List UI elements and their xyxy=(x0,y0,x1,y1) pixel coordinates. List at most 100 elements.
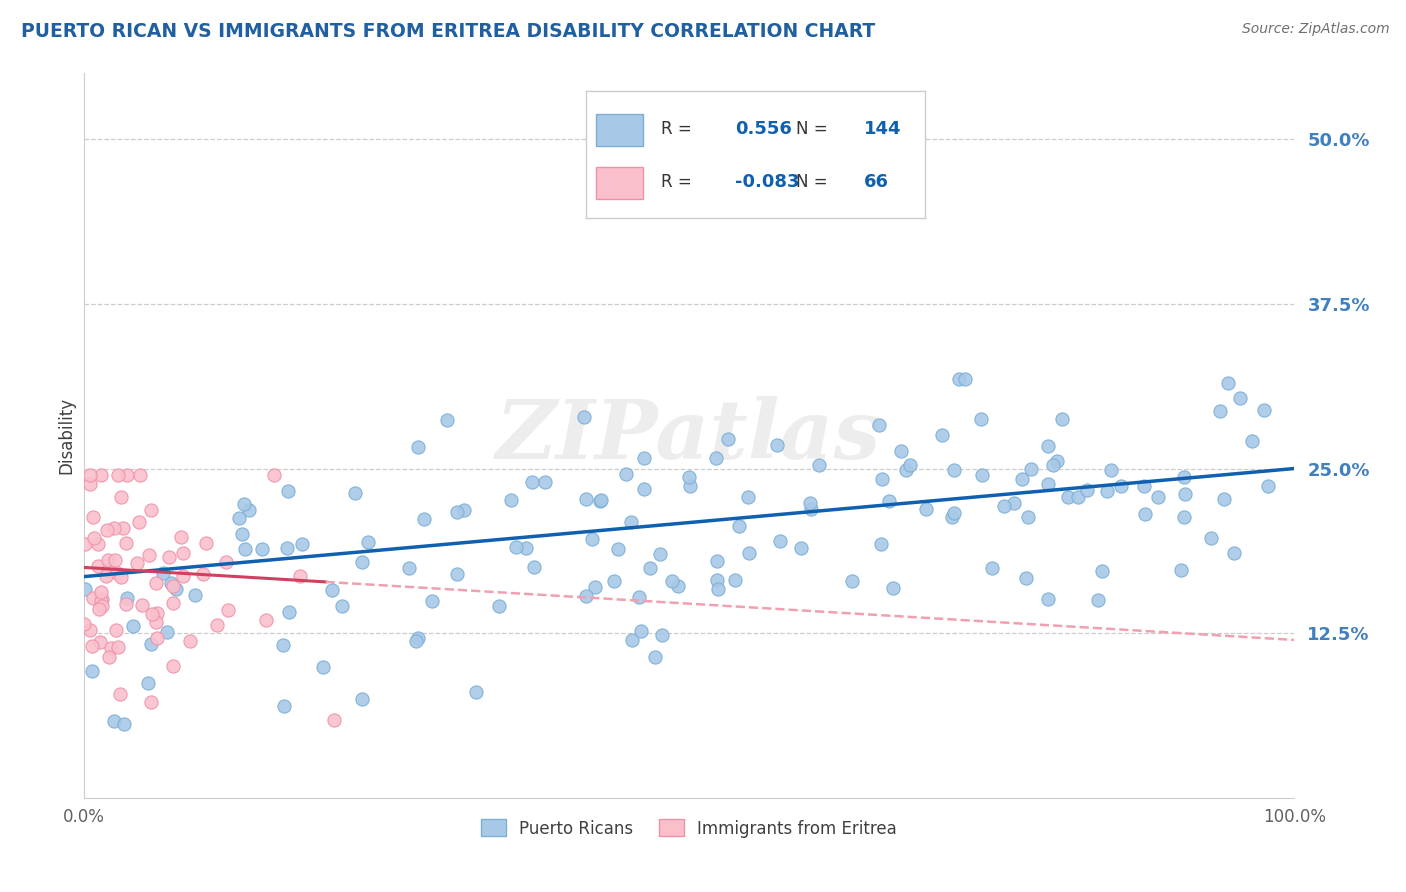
Point xyxy=(98,650,121,665)
Point xyxy=(170,530,193,544)
Point xyxy=(184,588,207,602)
Point xyxy=(943,506,966,520)
Point xyxy=(87,537,110,551)
Point xyxy=(1209,403,1232,417)
Point xyxy=(128,468,150,483)
Point xyxy=(165,582,187,597)
Point xyxy=(628,591,651,605)
Point xyxy=(678,470,700,484)
Point xyxy=(1036,439,1059,453)
Point xyxy=(311,660,333,674)
Point xyxy=(1240,434,1263,449)
Point xyxy=(104,553,127,567)
Point xyxy=(141,503,163,517)
Point xyxy=(238,502,260,516)
Point xyxy=(343,485,366,500)
Point xyxy=(323,713,346,727)
Point xyxy=(79,468,101,483)
Point xyxy=(523,559,546,574)
Point xyxy=(141,695,163,709)
Point xyxy=(138,548,160,562)
Point xyxy=(1170,563,1192,577)
Point xyxy=(145,615,167,629)
Point xyxy=(105,566,128,580)
Point xyxy=(111,521,134,535)
Point xyxy=(800,501,823,516)
Point xyxy=(105,624,128,638)
Point xyxy=(271,638,294,652)
Point xyxy=(633,451,655,466)
Point xyxy=(82,510,104,524)
Point xyxy=(638,561,661,575)
Point xyxy=(277,606,299,620)
Point xyxy=(152,566,174,581)
Point xyxy=(1099,463,1122,477)
Point xyxy=(1045,453,1067,467)
Point xyxy=(603,574,626,589)
Point xyxy=(1095,484,1118,499)
Point xyxy=(146,606,169,620)
Point xyxy=(953,372,976,386)
Point xyxy=(1076,483,1098,497)
Point xyxy=(941,510,963,524)
Point xyxy=(1173,510,1195,524)
Point xyxy=(890,443,912,458)
Point xyxy=(943,462,966,476)
Point xyxy=(706,554,728,568)
Point xyxy=(707,582,730,596)
Text: Source: ZipAtlas.com: Source: ZipAtlas.com xyxy=(1241,22,1389,37)
Point xyxy=(90,468,112,483)
Point xyxy=(162,596,184,610)
Point xyxy=(321,583,343,598)
Point xyxy=(1036,591,1059,606)
Point xyxy=(1091,564,1114,578)
Point xyxy=(728,519,751,533)
Point xyxy=(276,541,298,555)
Point xyxy=(83,531,105,545)
Point xyxy=(136,676,159,690)
Point xyxy=(82,591,104,606)
Point xyxy=(1017,510,1039,524)
Point xyxy=(145,575,167,590)
Point xyxy=(405,633,427,648)
Point xyxy=(398,561,420,575)
Point xyxy=(436,413,458,427)
Point xyxy=(125,556,148,570)
Point xyxy=(87,602,110,616)
Point xyxy=(231,527,253,541)
Point xyxy=(233,542,256,557)
Point xyxy=(172,569,194,583)
Point xyxy=(90,599,112,614)
Point xyxy=(288,569,311,583)
Point xyxy=(607,541,630,556)
Point xyxy=(970,412,993,426)
Point xyxy=(352,692,374,706)
Point xyxy=(505,541,527,555)
Point xyxy=(870,472,893,486)
Point xyxy=(107,640,129,655)
Point xyxy=(254,613,277,627)
Point xyxy=(1015,572,1038,586)
Point xyxy=(103,521,125,535)
Point xyxy=(679,479,702,493)
Point xyxy=(1042,458,1064,472)
Point xyxy=(868,418,890,433)
Point xyxy=(357,535,380,549)
Point xyxy=(738,546,761,560)
Point xyxy=(575,589,598,603)
Point xyxy=(97,553,120,567)
Point xyxy=(205,618,228,632)
Point xyxy=(263,468,285,483)
Point xyxy=(575,491,598,506)
Point xyxy=(330,599,353,613)
Point xyxy=(666,578,689,592)
Point xyxy=(1133,507,1156,521)
Point xyxy=(100,641,122,656)
Point xyxy=(277,484,299,499)
Point xyxy=(583,580,606,594)
Legend: Puerto Ricans, Immigrants from Eritrea: Puerto Ricans, Immigrants from Eritrea xyxy=(474,813,903,844)
Point xyxy=(232,497,254,511)
Point xyxy=(931,427,953,442)
Point xyxy=(107,468,129,483)
Point xyxy=(1253,403,1275,417)
